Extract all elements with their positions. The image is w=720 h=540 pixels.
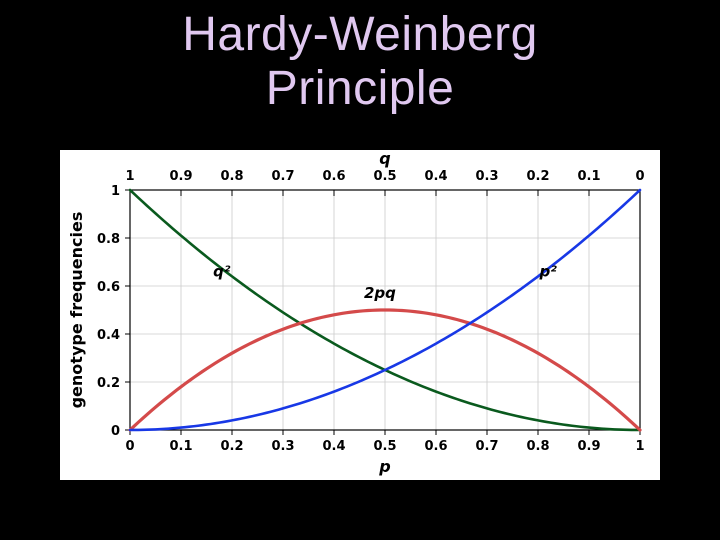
hardy-weinberg-chart: 00.10.20.30.40.50.60.70.80.9110.90.80.70… <box>60 150 660 480</box>
annotation-2pq: 2pq <box>364 284 396 302</box>
x-tick-bottom: 0.2 <box>220 439 243 454</box>
x-tick-bottom: 0.7 <box>475 439 498 454</box>
x-tick-top: 1 <box>125 169 134 184</box>
y-tick: 0 <box>111 424 120 439</box>
y-tick: 0.8 <box>97 232 120 247</box>
x-tick-top: 0 <box>635 169 644 184</box>
annotation-p2: p² <box>539 262 558 280</box>
x-tick-bottom: 0.8 <box>526 439 549 454</box>
x-tick-bottom: 0.4 <box>322 439 345 454</box>
x-tick-top: 0.8 <box>220 169 243 184</box>
x-tick-top: 0.4 <box>424 169 447 184</box>
x-tick-top: 0.6 <box>322 169 345 184</box>
x-axis-label-bottom: p <box>378 457 390 476</box>
x-tick-bottom: 1 <box>635 439 644 454</box>
annotation-q2: q² <box>213 262 231 280</box>
y-tick: 0.4 <box>97 328 120 343</box>
y-tick: 1 <box>111 184 120 199</box>
x-tick-bottom: 0.1 <box>169 439 192 454</box>
x-tick-bottom: 0.3 <box>271 439 294 454</box>
title-line-2: Principle <box>266 62 455 115</box>
x-tick-bottom: 0.6 <box>424 439 447 454</box>
x-tick-bottom: 0.9 <box>577 439 600 454</box>
x-tick-top: 0.3 <box>475 169 498 184</box>
x-tick-top: 0.5 <box>373 169 396 184</box>
y-axis-label: genotype frequencies <box>67 212 86 409</box>
x-tick-top: 0.9 <box>169 169 192 184</box>
x-tick-top: 0.2 <box>526 169 549 184</box>
title-line-1: Hardy-Weinberg <box>182 8 538 61</box>
slide: Hardy-Weinberg Principle 0 0.1 0.2 0.3 0.4 0.… <box>0 0 720 540</box>
chart-svg: 00.10.20.30.40.50.60.70.80.9110.90.80.70… <box>60 150 660 480</box>
x-tick-bottom: 0 <box>125 439 134 454</box>
slide-title: Hardy-Weinberg Principle <box>0 0 720 116</box>
x-tick-bottom: 0.5 <box>373 439 396 454</box>
x-tick-top: 0.7 <box>271 169 294 184</box>
y-tick: 0.6 <box>97 280 120 295</box>
x-tick-top: 0.1 <box>577 169 600 184</box>
y-tick: 0.2 <box>97 376 120 391</box>
x-axis-label-top: q <box>379 150 390 168</box>
